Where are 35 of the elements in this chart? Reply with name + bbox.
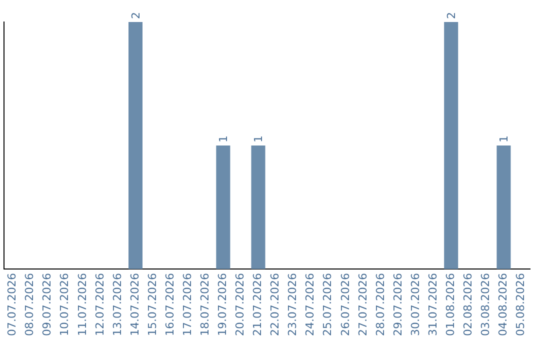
x-tick-label: 29.07.2026: [391, 273, 404, 336]
x-tick-label: 22.07.2026: [268, 273, 282, 336]
x-tick-label: 31.07.2026: [426, 273, 440, 336]
x-tick-label: 01.08.2026: [444, 273, 457, 336]
x-tick-label: 18.07.2026: [198, 273, 212, 336]
x-tick-label: 15.07.2026: [146, 273, 159, 336]
x-tick-label: 02.08.2026: [461, 273, 474, 336]
x-tick-label: 23.07.2026: [286, 273, 300, 336]
x-tick-label: 19.07.2026: [216, 273, 230, 336]
x-tick-label: 03.08.2026: [479, 273, 492, 336]
x-tick-label: 10.07.2026: [58, 273, 72, 336]
data-label: 1: [498, 136, 511, 143]
x-tick-label: 08.07.2026: [23, 273, 36, 336]
x-tick-label: 30.07.2026: [408, 273, 422, 336]
data-label: 1: [252, 136, 266, 143]
x-tick-label: 25.07.2026: [321, 273, 334, 336]
data-label: 2: [445, 12, 458, 19]
x-tick-label: 24.07.2026: [304, 273, 317, 336]
x-tick-label: 28.07.2026: [374, 273, 387, 336]
x-tick-label: 04.08.2026: [496, 273, 510, 336]
x-tick-label: 16.07.2026: [163, 273, 176, 336]
x-tick-label: 12.07.2026: [93, 273, 106, 336]
x-tick-label: 26.07.2026: [338, 273, 352, 336]
x-tick-label: 09.07.2026: [40, 273, 54, 336]
x-tick-label: 11.07.2026: [76, 273, 89, 336]
data-label: 2: [130, 12, 142, 19]
x-tick-label: 13.07.2026: [110, 273, 124, 336]
x-tick-label: 20.07.2026: [234, 273, 247, 336]
x-tick-label: 14.07.2026: [128, 273, 142, 336]
x-tick-label: 17.07.2026: [180, 273, 194, 336]
x-tick-label: 05.08.2026: [514, 273, 528, 336]
x-tick-label: 07.07.2026: [6, 273, 19, 336]
data-label: 1: [217, 136, 230, 143]
x-tick-label: 21.07.2026: [251, 273, 264, 336]
x-tick-label: 27.07.2026: [356, 273, 370, 336]
